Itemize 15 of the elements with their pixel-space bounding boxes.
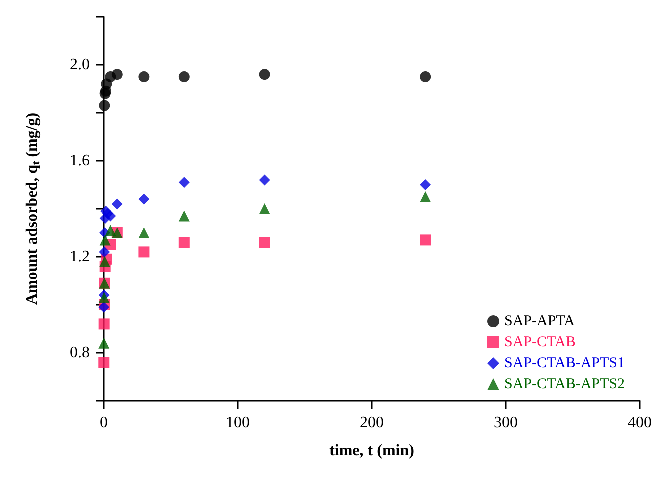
x-tick-label: 0 bbox=[100, 414, 108, 432]
y-tick-label: 0.8 bbox=[70, 344, 90, 362]
x-tick-label: 400 bbox=[628, 414, 652, 432]
legend-label: SAP-CTAB bbox=[504, 334, 576, 350]
x-tick-label: 200 bbox=[360, 414, 384, 432]
legend-label: SAP-CTAB-APTS1 bbox=[504, 356, 626, 372]
x-tick-label: 300 bbox=[494, 414, 518, 432]
y-axis-title: Amount adsorbed, qt (mg/g) bbox=[24, 112, 42, 306]
y-tick-label: 2.0 bbox=[70, 56, 90, 74]
legend-label: SAP-APTA bbox=[504, 314, 576, 330]
x-tick-label: 100 bbox=[226, 414, 250, 432]
x-axis-title: time, t (min) bbox=[330, 442, 414, 460]
y-tick-label: 1.6 bbox=[70, 152, 90, 170]
legend-label: SAP-CTAB-APTS2 bbox=[504, 376, 626, 392]
y-tick-label: 1.2 bbox=[70, 248, 90, 266]
